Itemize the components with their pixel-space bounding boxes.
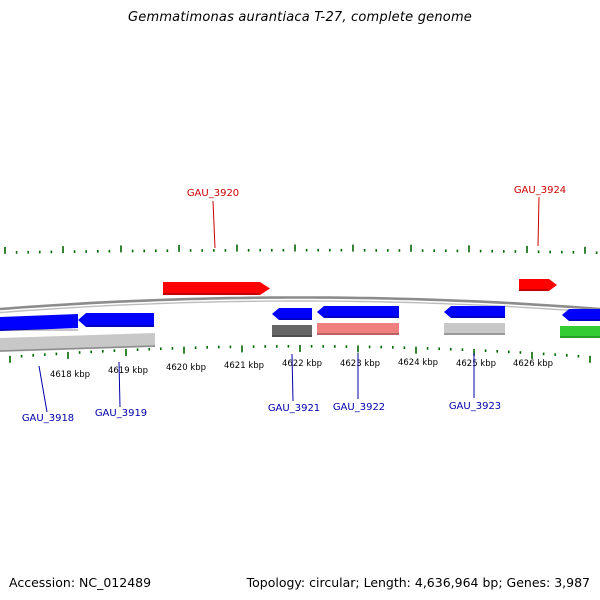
- gene-body: [272, 325, 312, 337]
- gene-label-lower: GAU_3918: [22, 413, 74, 424]
- gene-feature: [444, 306, 505, 318]
- gene-label-lower: GAU_3923: [449, 401, 501, 412]
- backbone-outer-line: [0, 296, 600, 311]
- scale-label: 4621 kbp: [224, 361, 264, 371]
- gene-feature: [562, 309, 600, 321]
- scale-label: 4626 kbp: [513, 359, 553, 369]
- gene-label-lower: GAU_3919: [95, 408, 147, 419]
- gene-body: [317, 306, 399, 318]
- lower-tick-track: [9, 345, 591, 363]
- gene-feature: [0, 333, 156, 352]
- gene-body: [317, 323, 399, 335]
- accession-text: Accession: NC_012489: [9, 575, 152, 590]
- gene-feature: [272, 308, 312, 320]
- label-leader-line: [118, 361, 121, 408]
- gene-label-lower: GAU_3921: [268, 403, 320, 414]
- map-title: Gemmatimonas aurantiaca T-27, complete g…: [127, 10, 473, 25]
- gene-body: [560, 326, 600, 338]
- gene-body: [562, 309, 600, 321]
- scale-label: 4623 kbp: [340, 359, 380, 369]
- gene-label-lower: GAU_3922: [333, 402, 385, 413]
- gene-feature: [0, 314, 78, 331]
- scale-labels: 4618 kbp 4619 kbp 4620 kbp 4621 kbp 4622 kbp…: [50, 358, 553, 380]
- gene-features: [0, 279, 600, 352]
- gene-shadow: [0, 345, 156, 352]
- genome-summary-text: Topology: circular; Length: 4,636,964 bp…: [246, 575, 590, 590]
- label-leader-line: [537, 196, 540, 247]
- gene-body: [163, 282, 270, 295]
- label-leader-line: [291, 353, 294, 402]
- gene-labels: GAU_3920 GAU_3924 GAU_3918 GAU_3919 GAU_3921…: [22, 185, 566, 424]
- gene-body: [519, 279, 557, 291]
- gene-body: [272, 308, 312, 320]
- scale-label: 4618 kbp: [50, 370, 90, 380]
- gene-body: [78, 313, 154, 327]
- gene-feature: [78, 313, 154, 327]
- label-leader-line: [212, 200, 216, 249]
- scale-label: 4619 kbp: [108, 366, 148, 376]
- scale-label: 4620 kbp: [166, 363, 206, 373]
- gene-feature: [560, 326, 600, 338]
- gene-feature: [444, 323, 505, 335]
- gene-feature: [317, 306, 399, 318]
- scale-label: 4624 kbp: [398, 358, 438, 368]
- gene-feature: [272, 325, 312, 337]
- label-leader-line: [38, 365, 48, 413]
- scale-label: 4625 kbp: [456, 359, 496, 369]
- scale-label: 4622 kbp: [282, 359, 322, 369]
- gene-label-upper: GAU_3920: [187, 188, 239, 199]
- gene-body: [0, 314, 78, 331]
- gene-label-upper: GAU_3924: [514, 185, 566, 196]
- upper-tick-track: [4, 244, 598, 254]
- gene-body: [444, 306, 505, 318]
- gene-body: [0, 333, 155, 352]
- gene-feature: [519, 279, 557, 291]
- gene-feature: [163, 282, 270, 295]
- gene-body: [444, 323, 505, 335]
- gene-feature: [317, 323, 399, 335]
